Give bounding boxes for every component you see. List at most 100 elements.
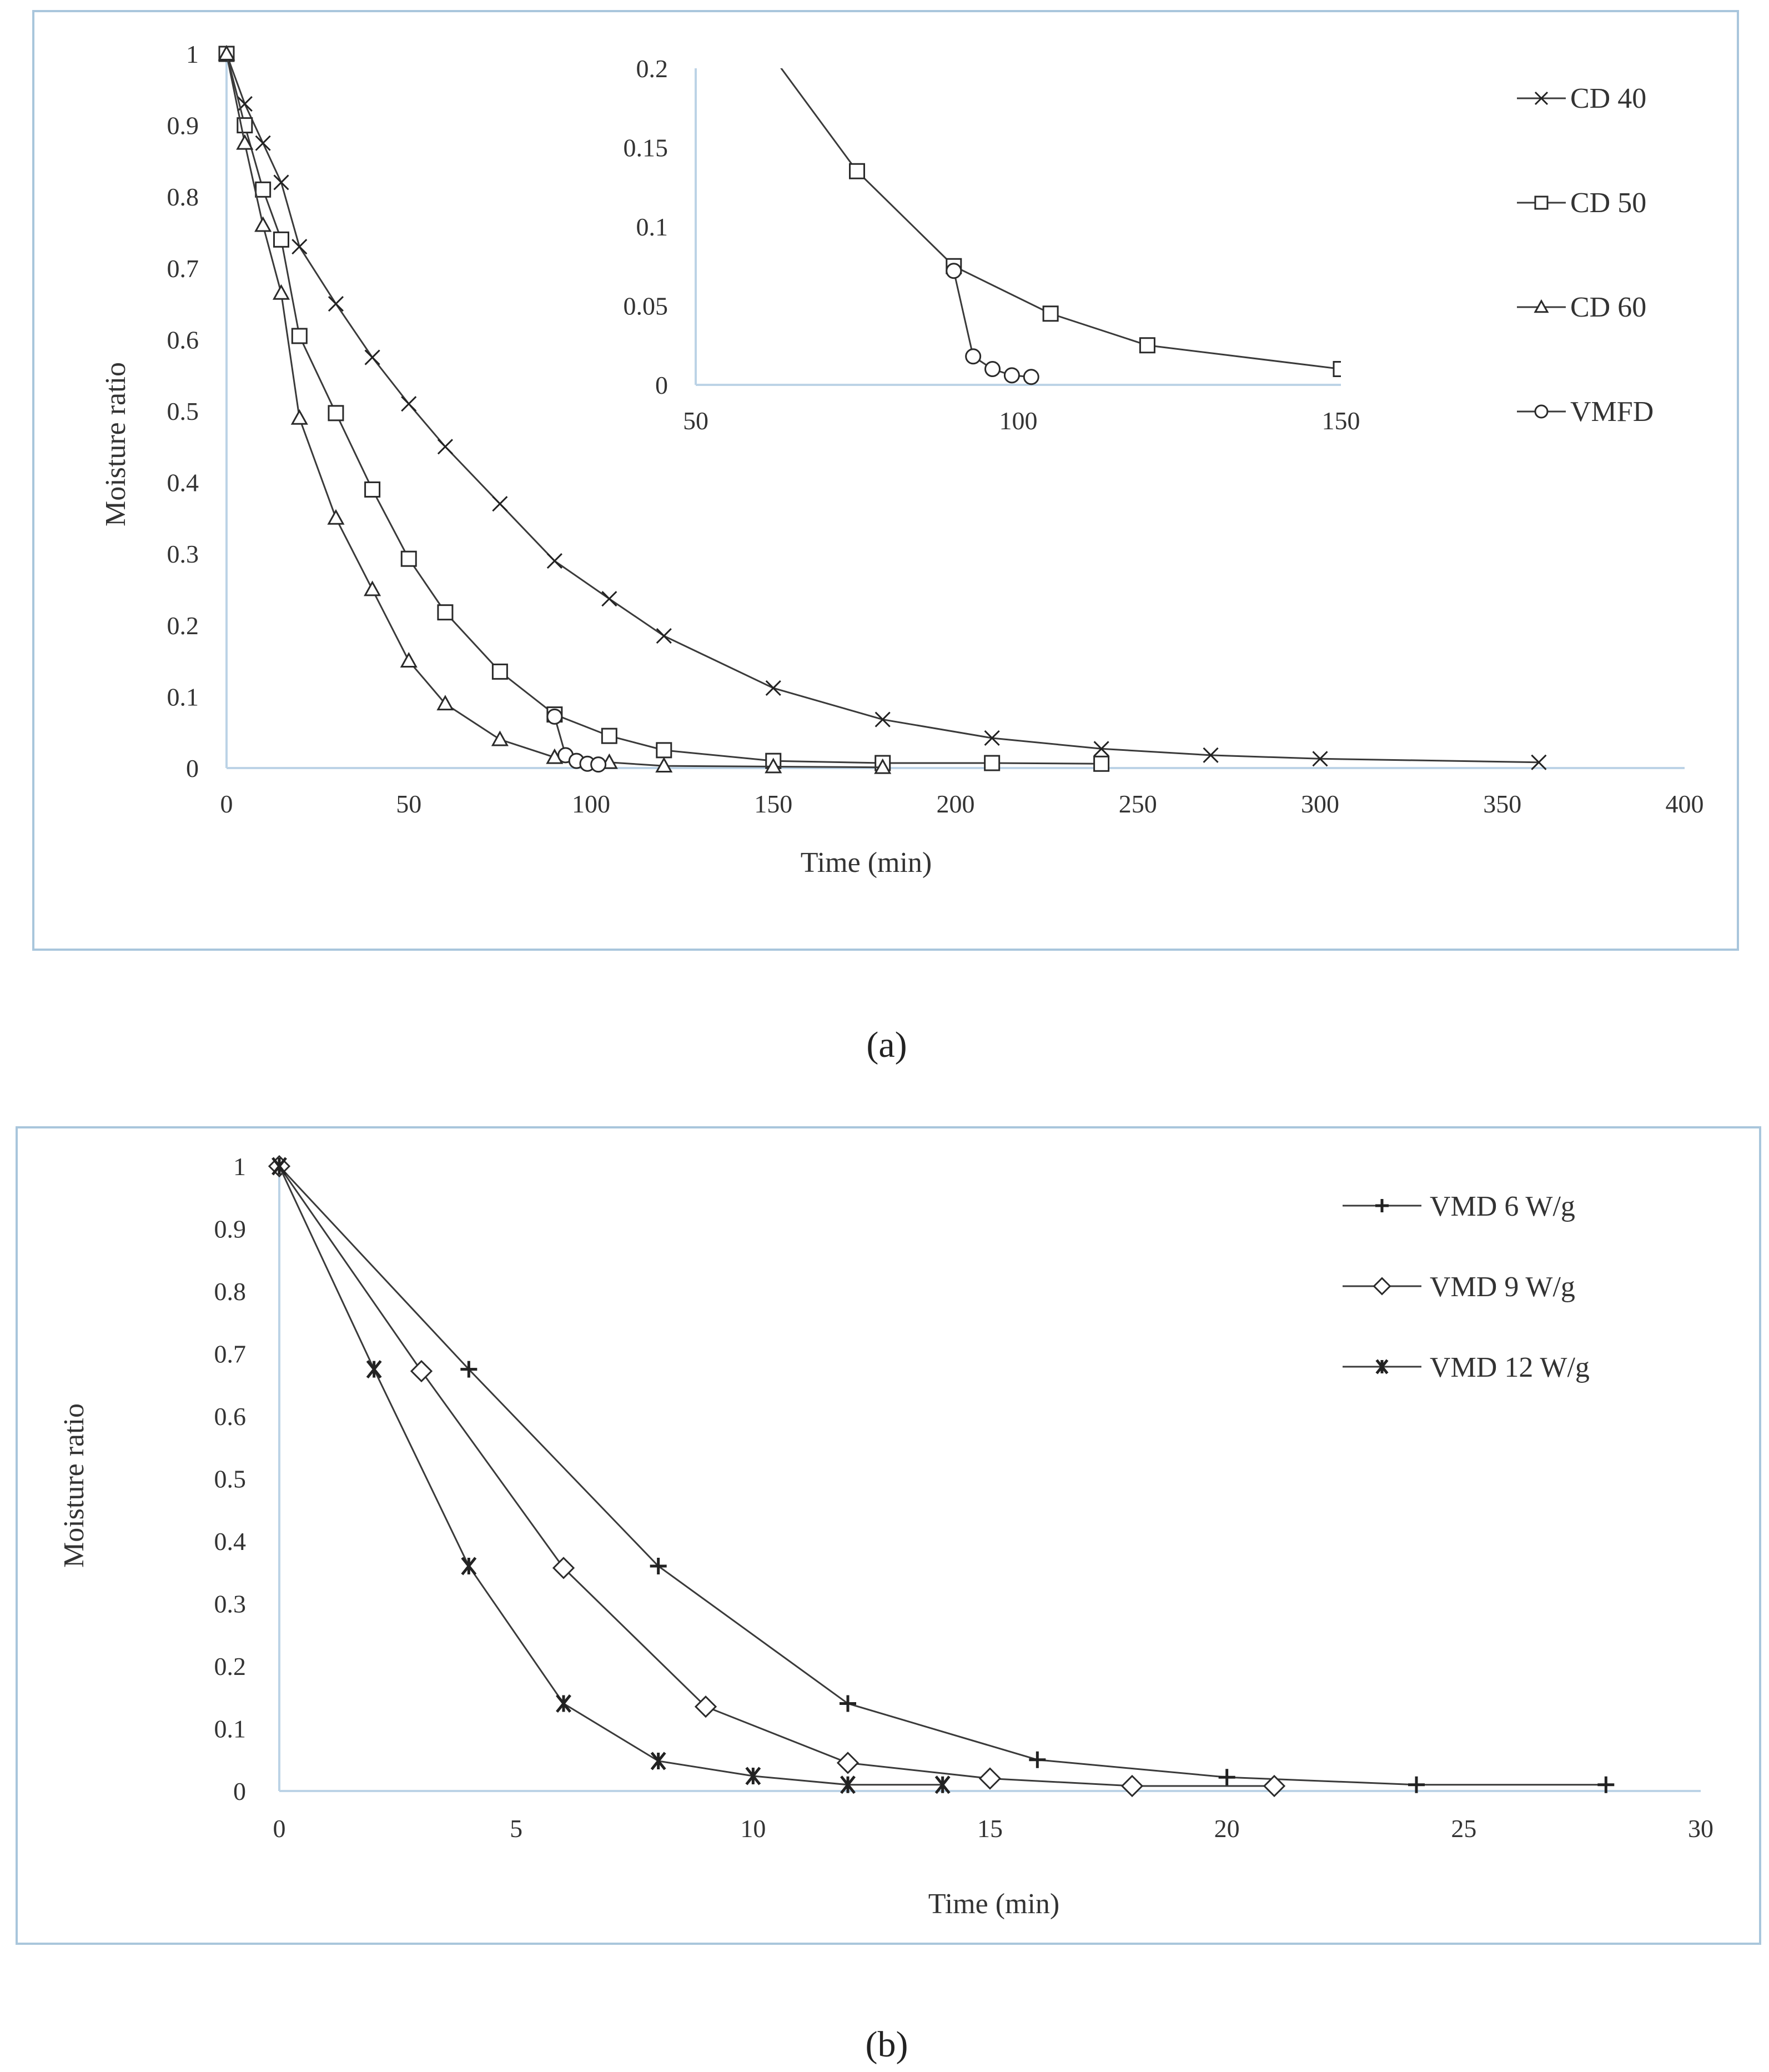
chart-a-point-cd-60 — [290, 409, 308, 425]
chart-b-ytick-label: 0.2 — [214, 1652, 247, 1680]
chart-a-point-cd-60-shape — [655, 757, 673, 773]
chart-b-point-vmd-6-w-g-shape — [650, 1558, 667, 1574]
chart-a-point-cd-50 — [364, 481, 381, 498]
chart-b-point-vmd-9-w-g-shape — [978, 1767, 1002, 1790]
chart-a-point-cd-40-shape — [601, 591, 617, 607]
chart-a-point-cd-60-shape — [400, 652, 418, 668]
chart-b-point-vmd-12-w-g-shape — [461, 1557, 477, 1576]
chart-b-point-vmd-12-w-g-shape — [934, 1775, 951, 1794]
chart-a-ytick-label: 0.4 — [167, 469, 199, 497]
chart-b-ytick-label: 0 — [233, 1777, 246, 1805]
chart-a-point-cd-40-shape — [437, 439, 453, 455]
chart-a-inset-point-cd-50 — [849, 163, 865, 179]
chart-a-inset-series-line-cd-50 — [780, 68, 1341, 370]
chart-a-point-cd-40-shape — [1312, 751, 1328, 767]
chart-b-xtick-label: 5 — [510, 1814, 522, 1843]
chart-a-ytick-label: 0.7 — [167, 254, 199, 283]
chart-b-point-vmd-6-w-g-shape — [460, 1361, 478, 1378]
chart-a-point-cd-50-shape — [1093, 755, 1110, 772]
chart-b-ytick-label: 1 — [233, 1152, 246, 1181]
chart-a-point-cd-40 — [546, 553, 562, 569]
chart-a-point-cd-50 — [255, 181, 272, 198]
chart-a-point-cd-60 — [491, 730, 509, 746]
chart-a-legend-marker-vmfd-shape — [1534, 404, 1549, 419]
chart-a-point-cd-60-shape — [218, 44, 235, 61]
chart-b-ytick-label: 0.6 — [214, 1402, 247, 1431]
chart-b-ylabel: Moisture ratio — [58, 1403, 90, 1568]
chart-b-point-vmd-6-w-g — [840, 1695, 856, 1712]
chart-a-point-cd-40 — [656, 628, 672, 644]
chart-a-point-cd-50 — [656, 742, 672, 759]
chart-a-point-cd-40-shape — [255, 135, 271, 151]
chart-a-inset-ytick-label: 0 — [655, 371, 668, 399]
chart-b-xtick-label: 0 — [273, 1814, 286, 1843]
chart-a-legend-marker-cd-60 — [1534, 299, 1549, 313]
chart-a-ytick-label: 0.2 — [167, 611, 199, 640]
chart-b-point-vmd-9-w-g-shape — [694, 1695, 717, 1718]
chart-a-xlabel: Time (min) — [801, 847, 932, 879]
chart-a-xtick-label: 300 — [1301, 790, 1339, 818]
chart-b-point-vmd-6-w-g-shape — [840, 1695, 856, 1712]
chart-b-ytick-label: 0.3 — [214, 1590, 247, 1618]
chart-b-ytick-label: 0.9 — [214, 1215, 247, 1243]
chart-a-point-cd-50-shape — [364, 481, 381, 498]
chart-a-inset-point-vmfd-shape — [946, 263, 962, 279]
chart-a-point-cd-50-shape — [656, 742, 672, 759]
chart-b-point-vmd-6-w-g-shape — [1597, 1776, 1615, 1793]
chart-a-point-vmfd-shape — [546, 708, 563, 725]
chart-a-point-cd-40-shape — [546, 553, 562, 569]
chart-a-inset-series — [753, 33, 1341, 385]
chart-b-point-vmd-12-w-g — [461, 1557, 477, 1576]
chart-a-ytick-label: 0.9 — [167, 112, 199, 140]
chart-a-point-cd-40 — [984, 730, 1000, 746]
chart-b-legend-label-vmd-9-w-g: VMD 9 W/g — [1430, 1271, 1575, 1303]
chart-a-point-cd-60 — [218, 44, 235, 61]
chart-a-point-cd-40-shape — [364, 349, 380, 365]
chart-a-xtick-label: 350 — [1483, 790, 1521, 818]
chart-b-frame — [16, 1126, 1761, 1945]
chart-a-point-cd-60 — [874, 758, 892, 774]
chart-b-xtick-label: 15 — [977, 1814, 1003, 1843]
chart-a-point-cd-50-shape — [237, 117, 253, 134]
chart-a-point-cd-50 — [237, 117, 253, 134]
chart-a-inset-point-cd-50-shape — [1139, 337, 1155, 354]
chart-a-point-cd-50 — [984, 755, 1001, 771]
chart-b-point-vmd-6-w-g-shape — [1408, 1776, 1425, 1793]
chart-b-point-vmd-6-w-g — [650, 1558, 667, 1574]
chart-a-point-cd-50 — [437, 604, 454, 621]
chart-a-xtick-label: 50 — [396, 790, 421, 818]
chart-a-point-cd-60-shape — [327, 509, 345, 525]
chart-b-point-vmd-9-w-g — [410, 1359, 433, 1383]
chart-a-inset-point-cd-50 — [1333, 361, 1341, 377]
chart-a-point-cd-50 — [400, 550, 417, 567]
caption-a: (a) — [866, 1025, 907, 1065]
chart-a-inset-ytick-label: 0.05 — [624, 292, 669, 320]
chart-a-xtick-label: 200 — [937, 790, 975, 818]
chart-b-legend-marker-vmd-6-w-g — [1375, 1199, 1389, 1212]
chart-a-ylabel: Moisture ratio — [100, 362, 132, 526]
chart-a-point-cd-60-shape — [290, 409, 308, 425]
chart-b-point-vmd-6-w-g-shape — [1218, 1769, 1235, 1786]
chart-a-legend: CD 40 CD 50 CD 60 VMFD — [1517, 83, 1654, 428]
chart-a-point-cd-40-shape — [984, 730, 1000, 746]
chart-b-xlabel: Time (min) — [928, 1888, 1059, 1920]
chart-a-inset-point-cd-50 — [1139, 337, 1155, 354]
chart-a-ytick-label: 0.3 — [167, 540, 199, 568]
chart-b-legend-marker-vmd-9-w-g — [1373, 1277, 1391, 1296]
chart-b-ytick-label: 0.7 — [214, 1340, 247, 1368]
chart-b-ytick-label: 0.4 — [214, 1527, 247, 1556]
chart-a-inset-ytick-label: 0.15 — [624, 134, 669, 162]
chart-a-point-cd-50-shape — [601, 728, 617, 744]
chart-b-legend-marker-vmd-12-w-g — [1375, 1359, 1389, 1374]
chart-a-legend-marker-cd-50 — [1534, 195, 1549, 210]
chart-a-inset-point-cd-50 — [753, 33, 767, 47]
chart-b-point-vmd-9-w-g — [836, 1752, 860, 1774]
chart-b-ytick-label: 0.1 — [214, 1715, 247, 1743]
chart-a-point-cd-60-shape — [765, 757, 782, 774]
chart-a-inset-point-cd-50-shape — [1042, 305, 1059, 322]
chart-a-point-cd-50-shape — [984, 755, 1001, 771]
chart-b-point-vmd-6-w-g — [1408, 1776, 1425, 1793]
chart-a-point-cd-40 — [328, 296, 344, 312]
chart-b-xtick-label: 20 — [1214, 1814, 1240, 1843]
chart-a-point-cd-50-shape — [491, 663, 508, 680]
